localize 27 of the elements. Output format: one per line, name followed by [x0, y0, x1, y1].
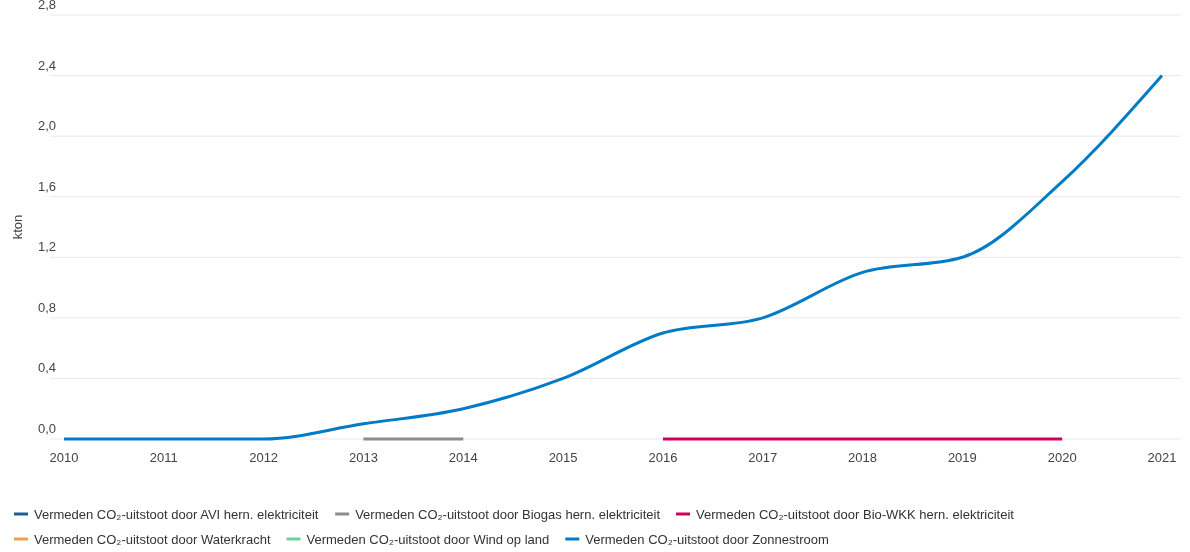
x-tick-label: 2017 — [748, 450, 778, 465]
y-tick-label: 0,0 — [37, 421, 56, 436]
x-tick-label: 2018 — [848, 450, 878, 465]
x-tick-label: 2013 — [348, 450, 378, 465]
x-tick-label: 2016 — [648, 450, 678, 465]
x-tick-label: 2011 — [149, 450, 178, 465]
x-tick-label: 2019 — [947, 450, 977, 465]
y-tick-label: 0,4 — [37, 360, 56, 376]
y-axis-title: kton — [10, 214, 25, 240]
legend-label: Vermeden CO₂-uitstoot door Biogas hern. elektriciteit — [355, 506, 661, 522]
y-tick-label: 2,4 — [37, 57, 56, 73]
y-tick-label: 1,2 — [37, 239, 56, 255]
legend-label: Vermeden CO₂-uitstoot door Waterkracht — [34, 531, 271, 547]
x-tick-label: 2015 — [548, 450, 578, 465]
x-tick-label: 2021 — [1147, 450, 1177, 465]
x-tick-label: 2014 — [448, 450, 478, 465]
legend-label: Vermeden CO₂-uitstoot door Bio-WKK hern. elektriciteit — [696, 506, 1015, 522]
legend-label: Vermeden CO₂-uitstoot door AVI hern. elektriciteit — [34, 506, 319, 522]
y-tick-label: 0,8 — [37, 299, 56, 315]
y-tick-label: 1,6 — [37, 178, 56, 194]
x-tick-label: 2012 — [249, 450, 279, 465]
x-tick-label: 2010 — [49, 450, 79, 465]
y-tick-label: 2,0 — [37, 118, 56, 134]
legend-label: Vermeden CO₂-uitstoot door Wind op land — [306, 531, 550, 547]
x-tick-label: 2020 — [1047, 450, 1077, 465]
legend-label: Vermeden CO₂-uitstoot door Zonnestroom — [585, 531, 829, 547]
y-tick-label: 2,8 — [37, 0, 56, 12]
